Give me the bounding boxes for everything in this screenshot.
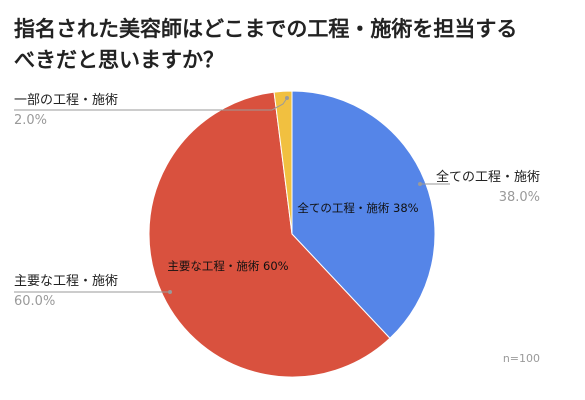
pie-callouts: 全ての工程・施術 38.0% 主要な工程・施術 60.0% 一部の工程・施術 2.0%: [14, 93, 540, 309]
slice-1-wedge: [291, 90, 436, 339]
slice-1-inner-label: 全ての工程・施術 38%: [297, 201, 418, 215]
slice-1-callout-percent: 38.0%: [499, 190, 540, 205]
slice-1-callout: 全ての工程・施術 38.0%: [418, 169, 540, 205]
chart-title-line-1: 指名された美容師はどこまでの工程・施術を担当する: [14, 17, 517, 41]
slice-3-callout-percent: 2.0%: [14, 113, 47, 128]
sample-size-note: n=100: [503, 352, 540, 365]
slice-3-callout-name: 一部の工程・施術: [14, 93, 118, 108]
slice-2-callout-name: 主要な工程・施術: [14, 274, 118, 289]
slice-2-wedge: [148, 91, 391, 378]
slice-2-callout: 主要な工程・施術 60.0%: [14, 274, 172, 309]
slice-2-leader-dot: [168, 290, 172, 294]
chart-title-line-2: べきだと思いますか？: [14, 48, 224, 72]
slice-3-leader-line: [14, 97, 288, 111]
slice-3-callout: 一部の工程・施術 2.0%: [14, 93, 289, 128]
slice-3-wedge: [273, 90, 293, 235]
slice-2-inner-label: 主要な工程・施術 60%: [167, 259, 288, 273]
slice-1-leader-dot: [418, 182, 422, 186]
chart-title: 指名された美容師はどこまでの工程・施術を担当する べきだと思いますか？: [14, 17, 517, 72]
pie-inner-labels: 全ての工程・施術 38% 主要な工程・施術 60%: [167, 201, 418, 273]
slice-3-leader-dot: [285, 96, 289, 100]
slice-2-callout-percent: 60.0%: [14, 294, 55, 309]
pie-slices: [148, 90, 436, 378]
slice-1-callout-name: 全ての工程・施術: [436, 169, 540, 185]
